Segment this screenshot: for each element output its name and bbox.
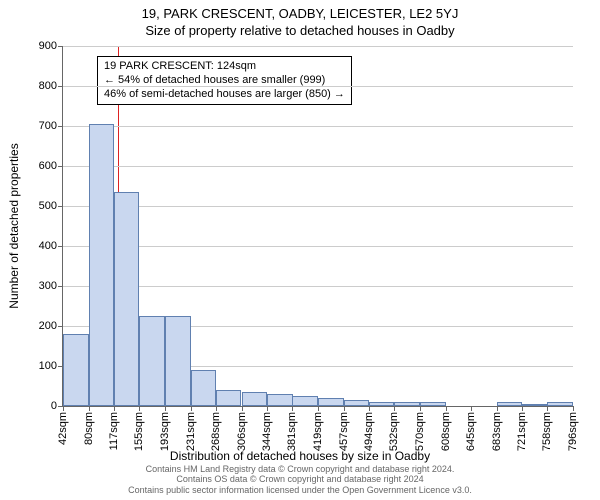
- x-tick-label: 608sqm: [440, 412, 452, 451]
- grid-line: [63, 166, 573, 167]
- footer-line: Contains OS data © Crown copyright and d…: [0, 474, 600, 485]
- histogram-bar: [369, 402, 395, 406]
- x-tick-label: 570sqm: [414, 412, 426, 451]
- histogram-bar: [420, 402, 446, 406]
- grid-line: [63, 86, 573, 87]
- x-tick: [165, 406, 166, 411]
- histogram-bar: [114, 192, 140, 406]
- histogram-bar: [497, 402, 523, 406]
- histogram-bar: [318, 398, 344, 406]
- x-tick: [547, 406, 548, 411]
- x-tick: [369, 406, 370, 411]
- x-tick: [139, 406, 140, 411]
- y-tick: [58, 326, 63, 327]
- y-tick-label: 800: [39, 80, 57, 92]
- x-tick: [114, 406, 115, 411]
- x-tick-label: 645sqm: [465, 412, 477, 451]
- grid-line: [63, 46, 573, 47]
- x-tick: [63, 406, 64, 411]
- x-tick-label: 532sqm: [388, 412, 400, 451]
- x-axis-label: Distribution of detached houses by size …: [0, 449, 600, 463]
- y-tick-label: 100: [39, 360, 57, 372]
- y-tick-label: 0: [51, 400, 57, 412]
- footer: Contains HM Land Registry data © Crown c…: [0, 464, 600, 496]
- x-tick-label: 80sqm: [83, 412, 95, 445]
- x-tick-label: 419sqm: [312, 412, 324, 451]
- x-tick: [318, 406, 319, 411]
- x-tick-label: 268sqm: [210, 412, 222, 451]
- histogram-bar: [267, 394, 293, 406]
- x-tick: [267, 406, 268, 411]
- histogram-bar: [292, 396, 318, 406]
- footer-line: Contains HM Land Registry data © Crown c…: [0, 464, 600, 475]
- x-tick-label: 344sqm: [261, 412, 273, 451]
- y-tick-label: 900: [39, 40, 57, 52]
- histogram-bar: [242, 392, 268, 406]
- histogram-bar: [63, 334, 89, 406]
- x-tick-label: 117sqm: [108, 412, 120, 450]
- x-tick-label: 758sqm: [541, 412, 553, 451]
- y-tick-label: 700: [39, 120, 57, 132]
- histogram-bar: [394, 402, 420, 406]
- x-tick: [522, 406, 523, 411]
- x-tick-label: 683sqm: [491, 412, 503, 451]
- x-tick-label: 306sqm: [236, 412, 248, 451]
- x-tick: [573, 406, 574, 411]
- grid-line: [63, 286, 573, 287]
- footer-line: Contains public sector information licen…: [0, 485, 600, 496]
- x-tick-label: 155sqm: [133, 412, 145, 451]
- x-tick-label: 231sqm: [185, 412, 197, 451]
- x-tick-label: 42sqm: [57, 412, 69, 445]
- y-tick-label: 200: [39, 320, 57, 332]
- histogram-chart: 19 PARK CRESCENT: 124sqm ← 54% of detach…: [62, 46, 573, 407]
- page-subtitle: Size of property relative to detached ho…: [0, 21, 600, 38]
- y-tick: [58, 246, 63, 247]
- x-tick: [191, 406, 192, 411]
- y-tick: [58, 126, 63, 127]
- x-tick: [471, 406, 472, 411]
- y-tick-label: 300: [39, 280, 57, 292]
- grid-line: [63, 246, 573, 247]
- y-tick-label: 400: [39, 240, 57, 252]
- histogram-bar: [216, 390, 242, 406]
- y-tick: [58, 166, 63, 167]
- x-tick: [89, 406, 90, 411]
- container: 19, PARK CRESCENT, OADBY, LEICESTER, LE2…: [0, 0, 600, 500]
- y-axis-label: Number of detached properties: [7, 143, 21, 308]
- y-tick: [58, 206, 63, 207]
- histogram-bar: [165, 316, 191, 406]
- x-tick-label: 494sqm: [363, 412, 375, 451]
- y-tick: [58, 286, 63, 287]
- histogram-bar: [522, 404, 548, 406]
- x-tick: [242, 406, 243, 411]
- histogram-bar: [191, 370, 217, 406]
- grid-line: [63, 206, 573, 207]
- y-tick-label: 600: [39, 160, 57, 172]
- histogram-bar: [89, 124, 115, 406]
- y-tick-label: 500: [39, 200, 57, 212]
- grid-line: [63, 126, 573, 127]
- x-tick-label: 193sqm: [159, 412, 171, 451]
- x-tick-label: 457sqm: [338, 412, 350, 451]
- histogram-bar: [344, 400, 370, 406]
- x-tick: [216, 406, 217, 411]
- histogram-bar: [547, 402, 573, 406]
- x-tick: [394, 406, 395, 411]
- page-title: 19, PARK CRESCENT, OADBY, LEICESTER, LE2…: [0, 0, 600, 21]
- x-tick-label: 721sqm: [516, 412, 528, 451]
- x-tick: [420, 406, 421, 411]
- annotation-line: 19 PARK CRESCENT: 124sqm: [104, 60, 345, 74]
- x-tick: [344, 406, 345, 411]
- x-tick: [446, 406, 447, 411]
- y-tick: [58, 86, 63, 87]
- annotation-box: 19 PARK CRESCENT: 124sqm ← 54% of detach…: [97, 56, 352, 105]
- x-tick-label: 381sqm: [286, 412, 298, 451]
- histogram-bar: [139, 316, 165, 406]
- x-tick: [292, 406, 293, 411]
- annotation-line: 46% of semi-detached houses are larger (…: [104, 88, 345, 102]
- x-tick-label: 796sqm: [567, 412, 579, 451]
- x-tick: [497, 406, 498, 411]
- y-tick: [58, 46, 63, 47]
